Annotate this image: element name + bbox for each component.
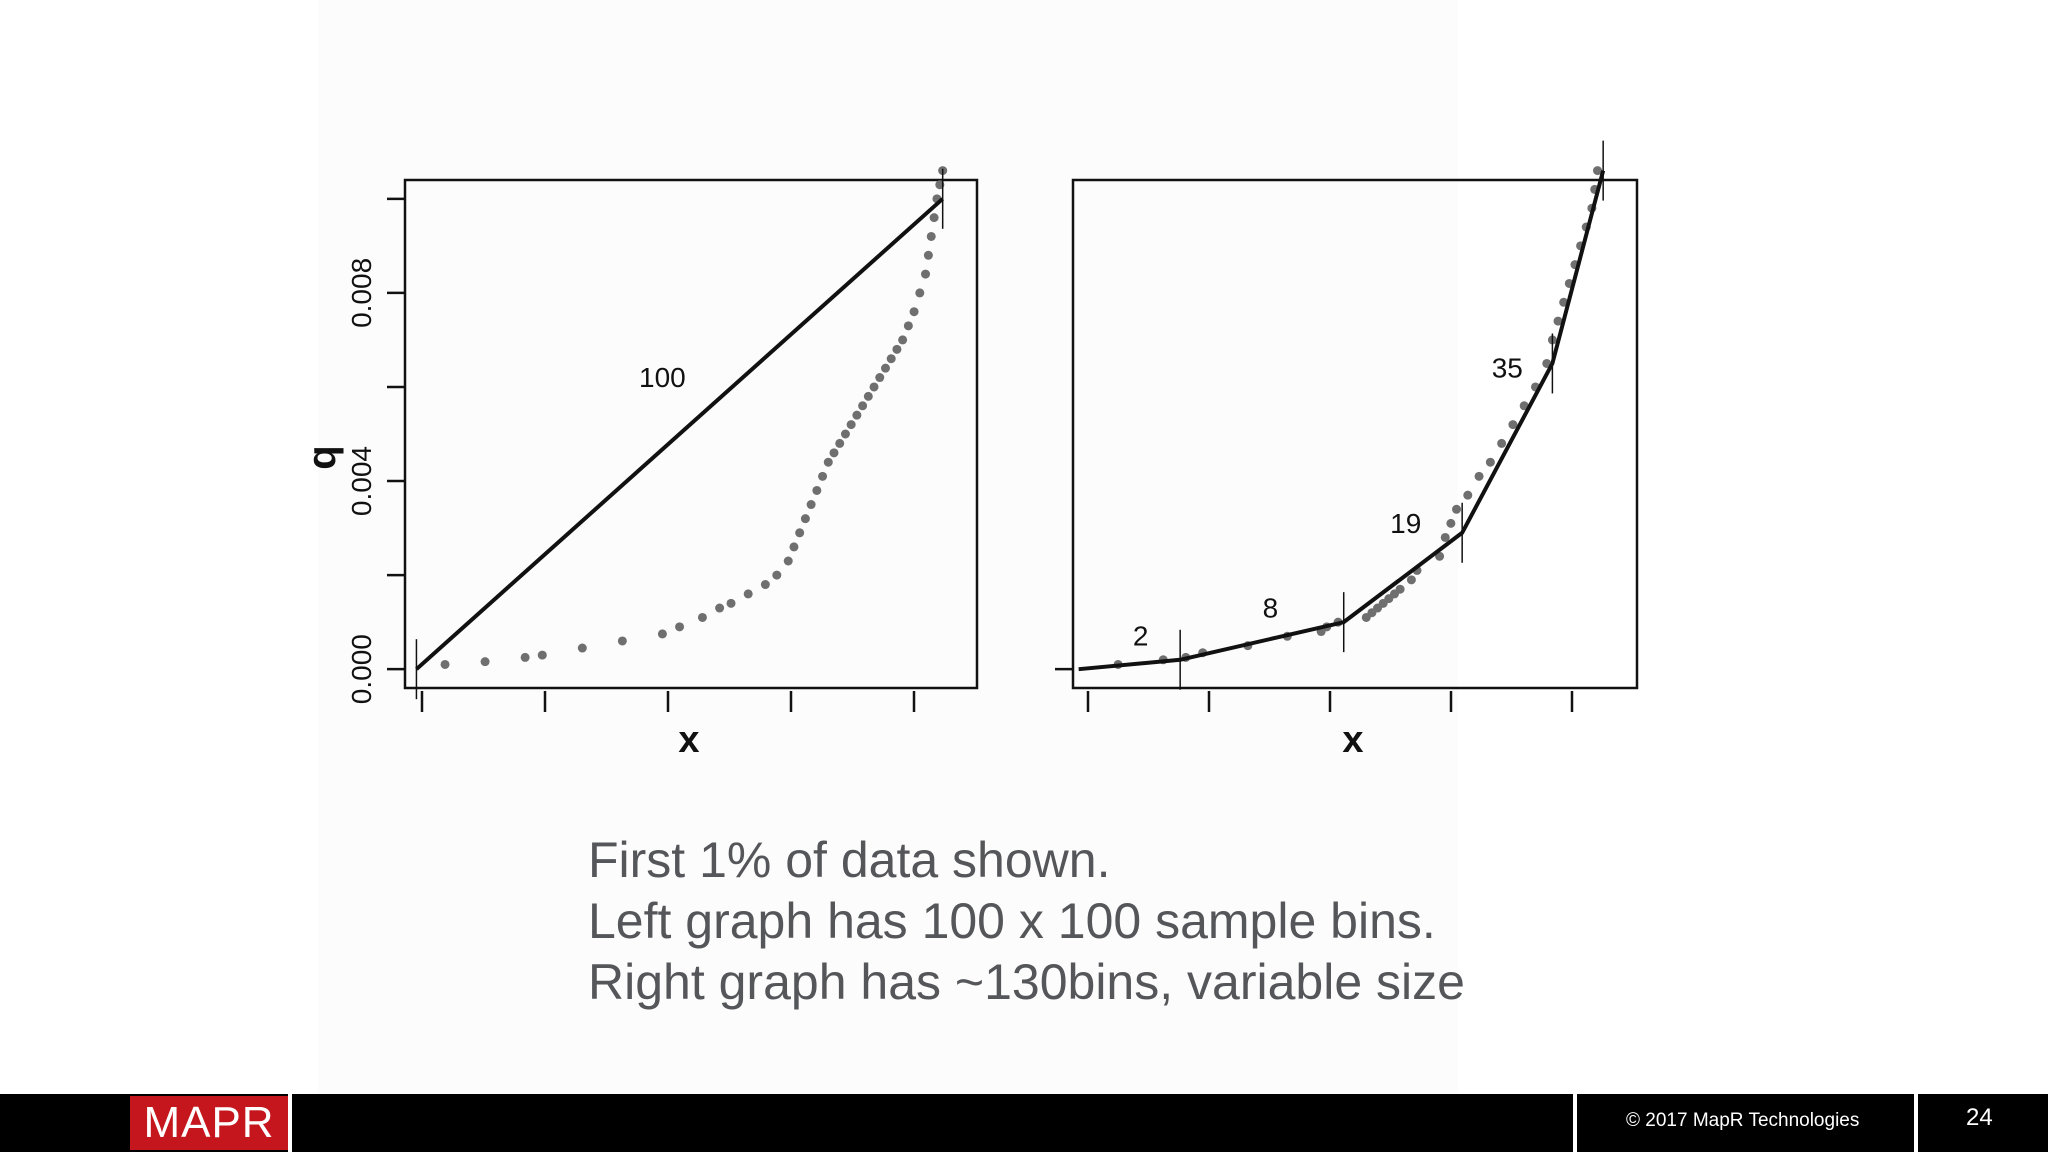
data-point xyxy=(929,213,939,223)
data-point xyxy=(1474,471,1484,481)
data-point xyxy=(697,612,707,622)
data-point xyxy=(1395,584,1405,594)
bin-count-label: 8 xyxy=(1263,592,1279,623)
data-point xyxy=(760,580,770,590)
data-point xyxy=(835,438,845,448)
data-point xyxy=(1485,457,1495,467)
data-point xyxy=(858,401,868,411)
footer-divider xyxy=(1914,1094,1918,1152)
data-point xyxy=(812,485,822,495)
data-point xyxy=(1446,518,1456,528)
data-point xyxy=(726,598,736,608)
data-point xyxy=(846,420,856,430)
left-chart: x 0.000 0.004 0.008 q 100 xyxy=(300,166,979,761)
bin-line xyxy=(415,197,945,671)
bin-count-label: 2 xyxy=(1133,621,1149,652)
caption-line-3: Right graph has ~130bins, variable size xyxy=(588,954,1465,1010)
data-point xyxy=(772,570,782,580)
data-point xyxy=(892,344,902,354)
bin-line xyxy=(1078,170,1606,672)
data-point xyxy=(875,373,885,383)
data-point xyxy=(829,448,839,458)
data-point xyxy=(783,556,793,566)
mapr-logo: MAPR xyxy=(130,1096,288,1150)
data-point xyxy=(440,659,450,669)
data-point xyxy=(1435,551,1445,561)
data-point xyxy=(537,650,547,660)
data-point xyxy=(480,657,490,667)
bin-count-label: 100 xyxy=(639,362,686,393)
plot-frame xyxy=(1071,178,1639,690)
bin-count-label: 19 xyxy=(1390,508,1421,539)
data-point xyxy=(923,250,933,260)
right-chart: x 2 8 19 35 xyxy=(1055,140,1639,761)
plot-frame xyxy=(403,178,979,690)
y-tick-label: 0.000 xyxy=(346,634,377,704)
data-point xyxy=(800,514,810,524)
caption-line-1: First 1% of data shown. xyxy=(588,832,1111,888)
data-point xyxy=(715,603,725,613)
data-point xyxy=(1593,166,1603,176)
data-point xyxy=(909,307,919,317)
y-tick-label: 0.004 xyxy=(346,446,377,516)
data-point xyxy=(840,429,850,439)
data-point xyxy=(520,652,530,662)
slide-number: 24 xyxy=(1966,1104,1993,1131)
data-point xyxy=(1463,490,1473,500)
x-axis-label: x xyxy=(1342,719,1363,761)
data-point xyxy=(789,542,799,552)
data-point xyxy=(795,528,805,538)
data-point xyxy=(1497,438,1507,448)
data-point xyxy=(915,288,925,298)
data-point xyxy=(886,354,896,364)
slide-background xyxy=(318,0,1458,1095)
copyright-text: © 2017 MapR Technologies xyxy=(1626,1110,1860,1131)
data-point xyxy=(869,382,879,392)
data-point xyxy=(1440,532,1450,542)
data-point xyxy=(577,643,587,653)
data-point xyxy=(806,500,816,510)
x-axis-label: x xyxy=(678,719,699,761)
data-point xyxy=(1452,504,1462,514)
bin-count-label: 35 xyxy=(1492,353,1523,384)
data-point xyxy=(743,589,753,599)
data-point xyxy=(852,410,862,420)
caption-line-2: Left graph has 100 x 100 sample bins. xyxy=(588,893,1436,949)
data-point xyxy=(1406,575,1416,585)
data-point xyxy=(921,269,931,279)
data-point xyxy=(657,629,667,639)
caption: First 1% of data shown. Left graph has 1… xyxy=(588,830,1688,1013)
footer-bar xyxy=(0,1094,2048,1152)
footer-divider xyxy=(1573,1094,1577,1152)
data-point xyxy=(617,636,627,646)
data-point xyxy=(675,622,685,632)
footer-divider xyxy=(288,1094,292,1152)
data-point xyxy=(926,231,936,241)
y-tick-label: 0.008 xyxy=(346,258,377,328)
data-point xyxy=(1553,316,1563,326)
data-point xyxy=(818,471,828,481)
y-axis-label: q xyxy=(300,445,344,469)
data-point xyxy=(880,363,890,373)
data-point xyxy=(823,457,833,467)
data-point xyxy=(898,335,908,345)
data-point xyxy=(863,391,873,401)
data-point xyxy=(1508,420,1518,430)
data-point xyxy=(903,321,913,331)
